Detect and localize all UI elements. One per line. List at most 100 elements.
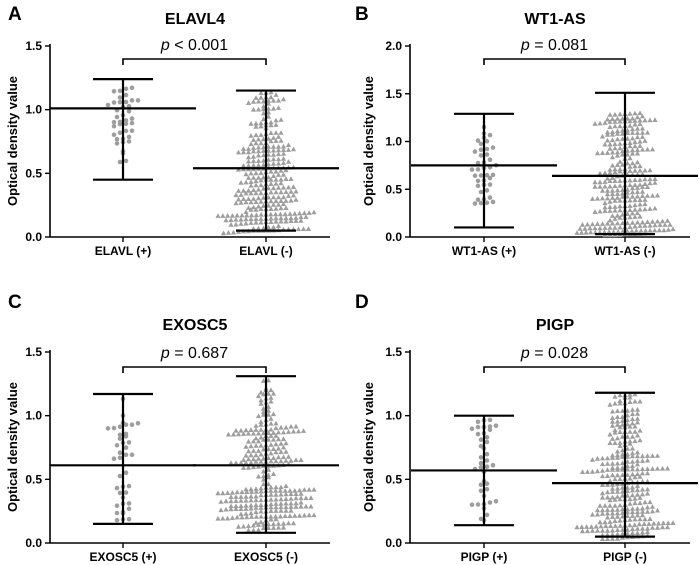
p-value-symbol: p [160,345,170,362]
data-point [292,488,298,493]
data-point [619,513,626,519]
data-point [129,128,135,133]
data-point [478,200,484,206]
data-point [619,488,626,494]
data-point [629,210,636,216]
data-point [270,97,277,103]
data-point [487,424,493,429]
data-point [612,145,618,151]
data-point [632,139,638,145]
data-point [288,500,294,506]
data-point [283,496,289,501]
data-point [270,436,277,442]
data-point [305,226,312,231]
data-point [260,477,267,482]
data-point [258,442,264,448]
data-point [273,206,279,211]
data-point [609,489,616,494]
data-point [627,399,633,404]
data-point [627,522,633,528]
data-point [493,499,499,504]
data-point [248,190,254,196]
data-point [632,177,638,182]
data-point [258,434,264,440]
data-point [607,208,613,213]
data-point [652,117,658,122]
data-point [240,196,247,201]
data-point [235,431,242,437]
data-point [268,189,274,195]
data-point [273,130,279,135]
data-point [609,415,616,420]
data-point [647,227,653,233]
data-point [642,176,648,182]
data-point [223,506,229,512]
data-point [632,423,638,429]
data-point [664,218,671,223]
data-point [629,407,636,412]
category-label: WT1-AS (-) [594,244,655,258]
data-point [614,162,621,167]
data-point [265,152,272,157]
data-point [634,406,641,412]
data-point [268,496,274,502]
data-point [273,211,279,217]
data-point [250,522,257,528]
data-point [609,423,616,428]
data-point [647,180,653,186]
data-point [484,464,490,470]
data-point [243,506,249,511]
data-point [255,527,262,532]
data-point [654,507,661,513]
data-point [265,202,272,208]
data-point [129,452,135,458]
data-point [298,499,304,505]
data-point [280,147,287,152]
data-point [248,220,254,225]
data-point [639,470,646,476]
p-value-text: = 0.081 [530,37,588,54]
data-point [577,226,583,231]
data-point [637,428,643,433]
data-point [245,146,252,151]
data-point [627,496,633,502]
data-point [238,498,244,503]
data-point [117,450,123,456]
data-point [268,513,274,519]
data-point [255,152,262,158]
data-point [612,427,618,433]
data-point [283,215,289,221]
data-point [629,135,636,141]
data-point [637,197,643,202]
data-point [255,393,262,399]
data-point [639,193,646,198]
data-point [487,195,493,200]
data-point [270,105,277,111]
data-point [639,130,646,135]
data-point [293,423,299,429]
data-point [298,214,304,220]
data-point [629,453,636,459]
data-point [268,211,274,217]
data-point [268,504,274,510]
data-point [632,391,638,397]
data-point [579,222,586,227]
data-point [652,176,658,181]
data-point [639,491,646,497]
data-point [243,444,249,449]
data-point [602,179,608,184]
data-point [258,219,264,225]
data-point [612,183,618,189]
data-point [612,204,618,209]
data-point [273,189,279,195]
data-point [619,531,626,536]
data-point [619,422,626,427]
data-point [260,106,267,112]
data-point [624,513,631,518]
data-point [637,474,643,479]
panel-c: C EXOSC5 Optical density value 0.0 0.5 1.0 1.5… [5,292,339,564]
y-tick-label: 0.5 [25,472,42,486]
data-point [634,416,641,421]
data-point [607,204,613,209]
data-point [306,210,312,215]
